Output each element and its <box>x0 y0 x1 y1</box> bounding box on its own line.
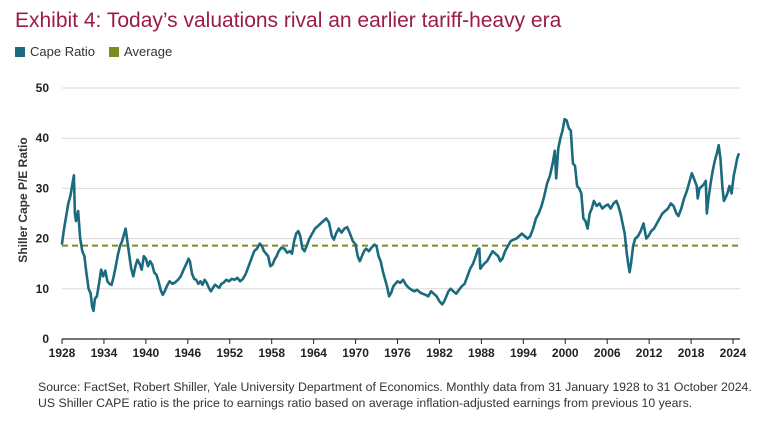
x-tick-label: 1928 <box>49 346 76 360</box>
y-tick-label: 20 <box>36 232 50 246</box>
page-title: Exhibit 4: Today’s valuations rival an e… <box>15 9 562 32</box>
x-tick-label: 1982 <box>426 346 453 360</box>
chart-legend: Cape Ratio Average <box>15 44 186 59</box>
axis-layer: 0 10 20 30 40 50 1928 1934 1940 1946 1952 1958 1964 1… <box>36 81 747 360</box>
x-tick-label: 2000 <box>552 346 579 360</box>
y-tick-label: 40 <box>36 131 50 145</box>
x-tick-label: 2024 <box>720 346 747 360</box>
grid-lines <box>62 87 740 290</box>
legend-label-cape-ratio: Cape Ratio <box>30 44 96 59</box>
cape-line-chart: 0 10 20 30 40 50 1928 1934 1940 1946 1952 1958 1964 1… <box>16 81 747 360</box>
x-tick-label: 1994 <box>510 346 537 360</box>
x-tick-label: 1988 <box>468 346 495 360</box>
series-layer <box>60 117 740 313</box>
legend-label-average: Average <box>124 44 173 59</box>
legend-item-average: Average <box>109 44 172 59</box>
y-tick-label: 30 <box>36 181 50 195</box>
x-tick-label: 1940 <box>133 346 160 360</box>
legend-swatch-cape-ratio <box>15 46 25 57</box>
x-tick-label: 1952 <box>216 346 243 360</box>
x-tick-label: 1958 <box>258 346 285 360</box>
series-line-cape-ratio <box>60 117 740 313</box>
x-tick-label: 2006 <box>594 346 621 360</box>
x-tick-label: 1976 <box>384 346 411 360</box>
legend-item-cape-ratio: Cape Ratio <box>15 44 95 59</box>
y-tick-label: 0 <box>42 332 49 346</box>
y-tick-label: 10 <box>36 282 50 296</box>
y-axis-label: Shiller Cape P/E Ratio <box>16 137 30 262</box>
y-tick-label: 50 <box>36 81 50 95</box>
x-tick-label: 2018 <box>678 346 705 360</box>
legend-swatch-average <box>109 46 120 57</box>
x-tick-label: 1934 <box>91 346 118 360</box>
x-tick-label: 1946 <box>174 346 201 360</box>
x-tick-label: 1970 <box>342 346 369 360</box>
x-tick-label: 1964 <box>300 346 327 360</box>
source-note: Source: FactSet, Robert Shiller, Yale Un… <box>38 380 752 410</box>
x-tick-label: 2012 <box>636 346 663 360</box>
